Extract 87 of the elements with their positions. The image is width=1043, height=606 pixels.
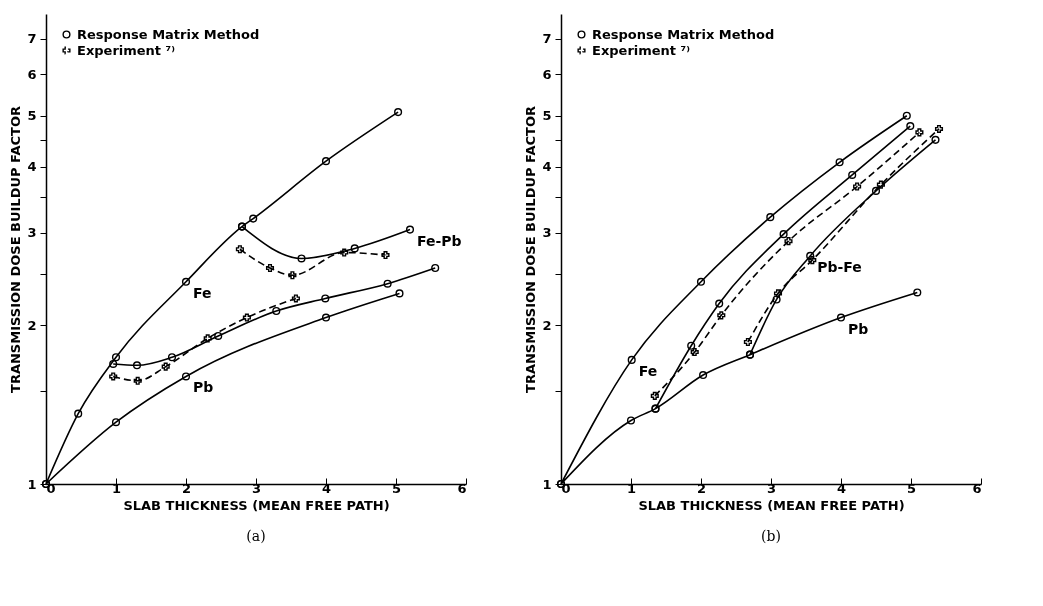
point — [203, 334, 212, 343]
point — [111, 418, 121, 427]
y-tick-label: 5 — [27, 108, 37, 124]
legend-label: Experiment ⁷⁾ — [77, 42, 176, 58]
point — [321, 157, 331, 166]
point — [321, 313, 331, 322]
y-tick-label: 3 — [542, 225, 552, 241]
point — [650, 391, 659, 400]
text: (b) — [761, 528, 781, 544]
y-tick-label: 7 — [27, 31, 37, 47]
point — [167, 353, 177, 362]
annotation: Pb — [193, 379, 214, 396]
point — [853, 182, 862, 191]
y-tick-label: 5 — [542, 108, 552, 124]
point — [161, 362, 170, 371]
point — [235, 245, 244, 254]
point — [871, 186, 881, 195]
point — [687, 341, 696, 350]
point — [806, 251, 815, 260]
point — [626, 416, 636, 425]
point — [876, 180, 885, 189]
x-axis-title: SLAB THICKNESS (MEAN FREE PATH) — [123, 497, 390, 513]
y-axis-title: TRANSMISSION DOSE BUILDUP FACTOR — [523, 106, 539, 393]
point — [934, 124, 944, 133]
point — [743, 337, 752, 347]
point — [835, 158, 844, 167]
point — [902, 111, 911, 120]
point — [779, 230, 788, 239]
legend-label: Response Matrix Method — [77, 26, 260, 42]
point — [906, 122, 915, 131]
y-tick-label: 4 — [542, 159, 552, 175]
y-tick-label: 3 — [27, 225, 37, 241]
x-axis-title: SLAB THICKNESS (MEAN FREE PATH) — [638, 497, 905, 513]
point — [915, 128, 924, 137]
point — [405, 225, 415, 234]
text: (a) — [246, 528, 266, 544]
point — [690, 348, 699, 357]
y-axis-title: TRANSMISSION DOSE BUILDUP FACTOR — [8, 106, 24, 393]
point — [717, 311, 726, 320]
point — [133, 376, 142, 385]
point — [181, 277, 191, 286]
annotation: Pb — [848, 320, 869, 337]
point — [249, 214, 258, 223]
point — [74, 409, 83, 418]
point — [242, 313, 251, 322]
point — [394, 108, 403, 117]
point — [696, 277, 706, 286]
point — [766, 213, 775, 222]
annotation: Fe-Pb — [417, 232, 462, 249]
point — [848, 170, 857, 179]
point — [627, 355, 636, 364]
point — [340, 248, 349, 257]
point — [132, 361, 142, 370]
point — [109, 372, 118, 381]
point — [288, 271, 297, 280]
y-tick-label: 2 — [542, 317, 552, 333]
point — [350, 244, 359, 253]
point — [321, 294, 330, 303]
point — [431, 263, 440, 273]
point — [808, 256, 817, 265]
legend-label: Response Matrix Method — [592, 26, 775, 42]
point — [181, 372, 191, 381]
point — [111, 353, 121, 362]
point — [381, 250, 390, 260]
point — [836, 313, 846, 322]
y-tick-label: 2 — [27, 317, 37, 333]
point — [265, 263, 275, 273]
annotation: Pb-Fe — [817, 258, 862, 275]
point — [214, 331, 223, 340]
point — [297, 254, 306, 263]
point — [773, 289, 783, 298]
y-tick-label: 6 — [542, 66, 552, 82]
y-tick-label: 4 — [27, 159, 37, 175]
legend-label: Experiment ⁷⁾ — [592, 42, 691, 58]
annotation: Fe — [638, 362, 658, 379]
y-tick-label: 6 — [27, 66, 37, 82]
point — [109, 359, 118, 368]
point — [291, 294, 300, 303]
point — [699, 370, 708, 380]
point — [913, 288, 922, 297]
y-tick-label: 7 — [542, 31, 552, 47]
point — [772, 295, 781, 304]
point — [272, 306, 281, 316]
point — [715, 299, 724, 308]
point — [784, 237, 793, 246]
annotation: Fe — [193, 284, 212, 301]
point — [383, 279, 392, 288]
